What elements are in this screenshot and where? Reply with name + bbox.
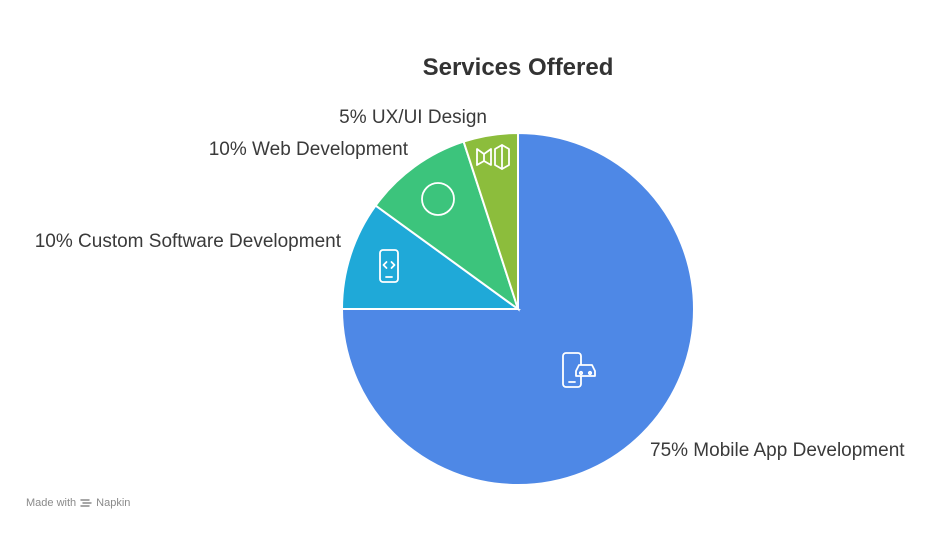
pie-slices xyxy=(340,131,695,486)
circle-icon xyxy=(421,182,455,216)
slice-mobile-app-development xyxy=(340,131,695,486)
material-design-icon xyxy=(476,144,510,170)
mobile-code-icon xyxy=(379,249,399,283)
slice-ux-ui-design xyxy=(462,131,519,310)
mobile-car-icon xyxy=(562,352,596,388)
made-with-text: Made with xyxy=(26,497,77,509)
label-mobile-app-development: 75% Mobile App Development xyxy=(650,440,905,461)
label-ux-ui-design: 5% UX/UI Design xyxy=(339,107,487,128)
slice-labels: 75% Mobile App Development 10% Custom So… xyxy=(35,107,906,461)
footer-attribution: Made with Napkin xyxy=(26,497,130,509)
label-web-development: 10% Web Development xyxy=(209,139,409,160)
slice-custom-software-development xyxy=(340,204,522,310)
slice-web-development xyxy=(374,140,520,312)
napkin-logo-icon xyxy=(80,499,92,507)
napkin-brand-text: Napkin xyxy=(96,497,131,509)
chart-title: Services Offered xyxy=(423,54,614,81)
slice-icons xyxy=(379,144,596,388)
label-custom-software-development: 10% Custom Software Development xyxy=(35,231,342,252)
